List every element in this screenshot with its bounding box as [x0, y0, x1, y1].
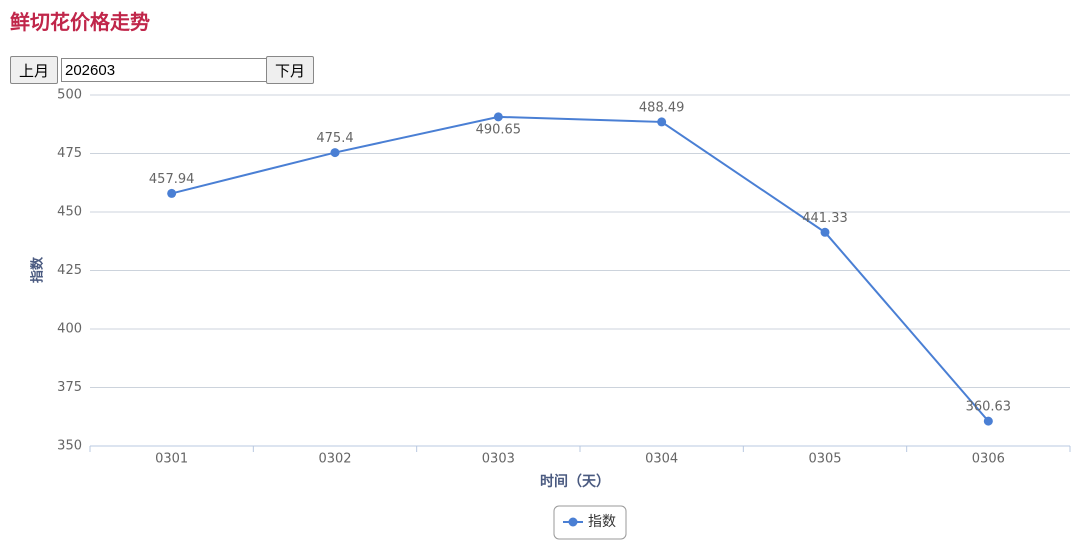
legend-label: 指数: [588, 514, 616, 530]
data-point: [493, 112, 503, 122]
y-tick-label: 375: [57, 380, 82, 395]
data-label: 488.49: [639, 100, 685, 115]
y-tick-label: 475: [57, 146, 82, 161]
page-title: 鲜切花价格走势: [10, 10, 150, 34]
y-tick-label: 450: [57, 205, 82, 220]
y-axis-label: 指数: [30, 256, 46, 283]
legend-box: [553, 505, 627, 540]
data-label: 441.33: [802, 211, 848, 226]
data-label: 457.94: [149, 172, 195, 187]
y-tick-label: 500: [57, 88, 82, 103]
x-tick-label: 0301: [155, 452, 188, 467]
prev-month-button[interactable]: 上月: [10, 56, 59, 84]
x-tick-label: 0304: [645, 452, 678, 467]
y-tick-label: 400: [57, 322, 82, 337]
series-line: [171, 115, 990, 422]
month-input[interactable]: [61, 58, 267, 82]
legend-marker: [568, 517, 578, 527]
data-point: [983, 416, 993, 426]
y-tick-label: 350: [57, 439, 82, 454]
y-tick-label: 425: [57, 263, 82, 278]
data-point: [820, 227, 830, 237]
x-tick-label: 0302: [318, 452, 351, 467]
data-point: [657, 117, 667, 127]
x-axis-label: 时间（天）: [540, 473, 610, 490]
next-month-button[interactable]: 下月: [266, 56, 315, 84]
x-tick-label: 0303: [482, 452, 515, 467]
data-label: 475.4: [316, 131, 353, 146]
x-tick-label: 0305: [808, 452, 841, 467]
data-point: [167, 188, 177, 198]
x-tick-label: 0306: [972, 452, 1005, 467]
data-label: 360.63: [966, 400, 1012, 415]
data-label: 490.65: [476, 122, 522, 137]
data-point: [330, 148, 340, 158]
